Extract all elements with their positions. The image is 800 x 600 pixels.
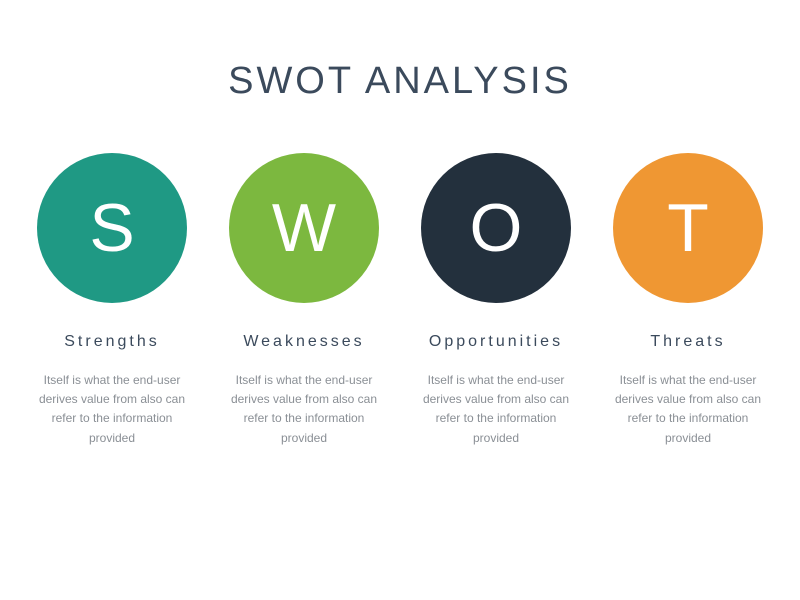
- description-threats: Itself is what the end-user derives valu…: [606, 371, 770, 448]
- page-title: SWOT ANALYSIS: [228, 60, 572, 103]
- label-threats: Threats: [650, 333, 725, 351]
- label-opportunities: Opportunities: [429, 333, 563, 351]
- swot-column-opportunities: O Opportunities Itself is what the end-u…: [414, 153, 578, 448]
- description-opportunities: Itself is what the end-user derives valu…: [414, 371, 578, 448]
- swot-container: S Strengths Itself is what the end-user …: [0, 153, 800, 448]
- circle-letter-s: S: [89, 189, 134, 267]
- label-strengths: Strengths: [64, 333, 159, 351]
- circle-strengths: S: [37, 153, 187, 303]
- circle-letter-t: T: [667, 189, 709, 267]
- label-weaknesses: Weaknesses: [243, 333, 364, 351]
- swot-column-weaknesses: W Weaknesses Itself is what the end-user…: [222, 153, 386, 448]
- circle-threats: T: [613, 153, 763, 303]
- description-weaknesses: Itself is what the end-user derives valu…: [222, 371, 386, 448]
- swot-column-strengths: S Strengths Itself is what the end-user …: [30, 153, 194, 448]
- swot-column-threats: T Threats Itself is what the end-user de…: [606, 153, 770, 448]
- description-strengths: Itself is what the end-user derives valu…: [30, 371, 194, 448]
- circle-weaknesses: W: [229, 153, 379, 303]
- circle-letter-w: W: [272, 189, 336, 267]
- circle-letter-o: O: [470, 189, 523, 267]
- circle-opportunities: O: [421, 153, 571, 303]
